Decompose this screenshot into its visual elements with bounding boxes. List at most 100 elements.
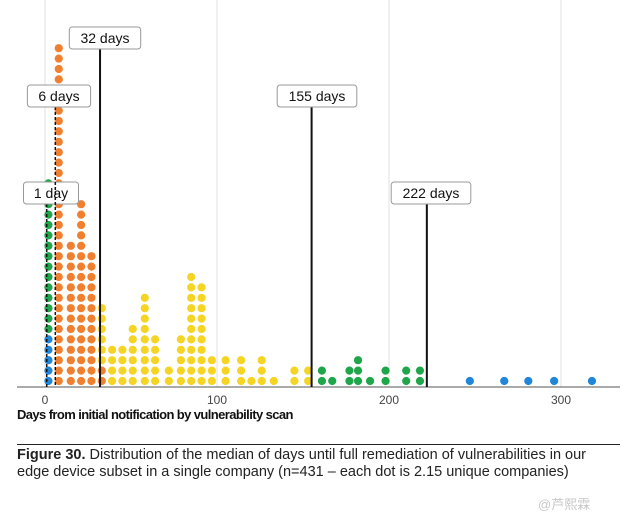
dot-green (317, 376, 327, 386)
dot-orange (87, 262, 96, 271)
dot-green (345, 366, 354, 375)
dot-orange (66, 366, 75, 375)
dot-yellow (187, 293, 196, 302)
dot-green (44, 210, 53, 219)
dot-orange (77, 293, 86, 302)
dot-yellow (128, 335, 137, 344)
dot-orange (77, 345, 86, 354)
x-tick-label: 0 (42, 393, 49, 407)
dot-yellow (197, 314, 206, 323)
dot-green (381, 376, 390, 386)
dot-yellow (197, 376, 206, 386)
dot-yellow (118, 376, 127, 386)
dot-yellow (150, 356, 160, 365)
dot-yellow (118, 345, 127, 354)
dot-yellow (107, 376, 117, 386)
dot-orange (66, 262, 75, 271)
dot-orange (87, 293, 96, 302)
figure-number: Figure 30. (17, 447, 86, 463)
dot-blue (44, 366, 53, 375)
dot-orange (66, 241, 75, 250)
dot-yellow (236, 366, 246, 375)
dot-yellow (176, 356, 185, 365)
dot-yellow (187, 304, 196, 313)
dot-orange (87, 366, 96, 375)
dot-orange (54, 158, 63, 167)
dot-green (381, 366, 390, 375)
dot-yellow (197, 293, 206, 302)
dot-green (44, 293, 53, 302)
dot-yellow (140, 376, 149, 386)
dot-orange (54, 283, 63, 292)
dot-orange (77, 335, 86, 344)
dot-yellow (150, 345, 160, 354)
dot-yellow (140, 366, 149, 375)
dot-orange (87, 272, 96, 282)
dot-blue (500, 376, 509, 386)
annotation-box (68, 26, 142, 50)
dot-yellow (290, 376, 299, 386)
dot-orange (54, 168, 63, 178)
dot-green (353, 366, 363, 375)
dot-yellow (97, 324, 106, 334)
dot-green (44, 283, 53, 292)
dot-yellow (187, 314, 196, 323)
dot-orange (66, 293, 75, 302)
dot-orange (54, 345, 63, 354)
dot-orange (97, 366, 106, 375)
dot-yellow (128, 345, 137, 354)
dot-orange (77, 200, 86, 209)
dot-green (402, 376, 411, 386)
dot-green (415, 366, 425, 375)
dot-orange (66, 283, 75, 292)
dot-green (44, 272, 53, 282)
dot-orange (77, 210, 86, 219)
dot-orange (87, 314, 96, 323)
dot-yellow (221, 356, 230, 365)
dot-green (415, 376, 425, 386)
dot-orange (54, 324, 63, 334)
dot-green (345, 376, 354, 386)
dot-yellow (187, 345, 196, 354)
dot-yellow (150, 335, 160, 344)
dot-yellow (197, 345, 206, 354)
dot-orange (54, 272, 63, 282)
dot-orange (77, 262, 86, 271)
dot-yellow (97, 314, 106, 323)
dot-green (44, 304, 53, 313)
dot-green (44, 252, 53, 261)
dot-yellow (176, 376, 185, 386)
dot-plot-chart: 0 100 200 300 1 day 6 days 32 days 155 days 222 … (17, 0, 620, 407)
dot-blue (44, 345, 53, 354)
dot-yellow (257, 356, 266, 365)
dot-orange (66, 376, 75, 386)
dot-yellow (118, 356, 127, 365)
dot-green (402, 366, 411, 375)
dot-blue (550, 376, 559, 386)
dot-blue (587, 376, 597, 386)
dot-green (365, 376, 375, 386)
dot-yellow (150, 376, 160, 386)
x-tick-label: 300 (551, 393, 571, 407)
dot-green (44, 231, 53, 240)
dot-orange (54, 220, 63, 230)
dot-yellow (140, 293, 149, 302)
dot-yellow (187, 335, 196, 344)
dot-green (44, 324, 53, 334)
figure-caption: Figure 30. Distribution of the median of… (17, 447, 617, 481)
dot-orange (54, 116, 63, 126)
dot-orange (66, 272, 75, 282)
dot-orange (66, 356, 75, 365)
annotation-box (390, 181, 472, 205)
dot-yellow (97, 335, 106, 344)
dot-orange (87, 376, 96, 386)
dot-yellow (128, 356, 137, 365)
caption-text: Distribution of the median of days until… (17, 447, 587, 480)
dot-yellow (197, 283, 206, 292)
dot-orange (54, 127, 63, 136)
dot-orange (54, 241, 63, 250)
dot-yellow (269, 376, 278, 386)
dot-green (44, 241, 53, 250)
dot-yellow (140, 345, 149, 354)
dot-yellow (207, 356, 216, 365)
